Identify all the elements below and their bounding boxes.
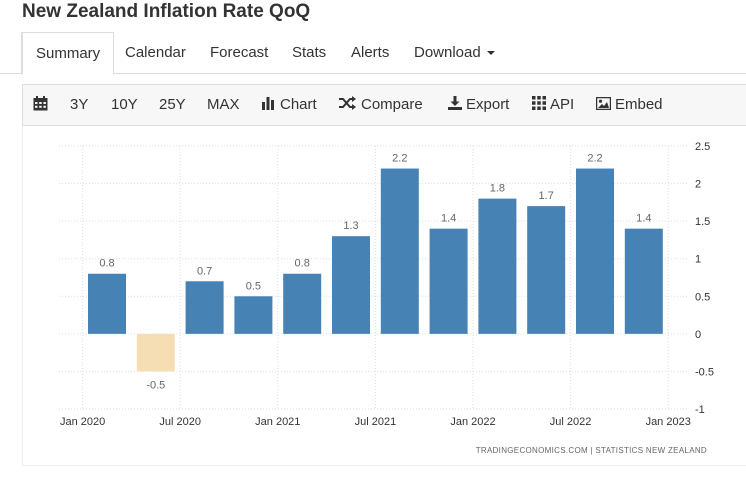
bar[interactable] bbox=[527, 206, 566, 334]
tab-alerts-label: Alerts bbox=[351, 44, 390, 61]
bar-value-label: 2.2 bbox=[392, 153, 407, 165]
bar[interactable] bbox=[332, 236, 370, 334]
tab-summary-label: Summary bbox=[36, 45, 101, 62]
export-label: Export bbox=[466, 96, 510, 113]
download-icon bbox=[448, 96, 462, 111]
api-button[interactable]: API bbox=[532, 85, 574, 125]
chart-toolbar: 3Y 10Y 25Y MAX Chart Compare Export API … bbox=[22, 84, 746, 126]
bar-chart: 0.8 -0.5 0.7 0.5 0.8 1.3 2.2 1.4 1.8 1.7 2.2 1.4 2.… bbox=[59, 141, 714, 455]
tab-bar: Summary Calendar Forecast Stats Alerts D… bbox=[0, 32, 746, 75]
calendar-button[interactable] bbox=[33, 85, 52, 125]
x-tick-label: Jul 2020 bbox=[159, 416, 201, 428]
chart-type-button[interactable]: Chart bbox=[262, 85, 317, 125]
calendar-icon bbox=[33, 95, 48, 111]
tab-download[interactable]: Download bbox=[401, 32, 508, 74]
x-tick-label: Jul 2022 bbox=[550, 416, 592, 428]
bar-value-label: 1.3 bbox=[343, 220, 358, 232]
tab-download-label: Download bbox=[414, 44, 481, 61]
image-icon bbox=[595, 96, 612, 110]
chart-container: 0.8 -0.5 0.7 0.5 0.8 1.3 2.2 1.4 1.8 1.7 2.2 1.4 2.… bbox=[22, 126, 746, 466]
y-tick-label: 1.5 bbox=[695, 216, 710, 228]
x-tick-label: Jan 2023 bbox=[646, 416, 691, 428]
y-tick-label: 2 bbox=[695, 179, 701, 191]
y-tick-label: 1 bbox=[695, 254, 701, 266]
x-tick-label: Jan 2020 bbox=[60, 416, 105, 428]
tab-forecast-label: Forecast bbox=[210, 44, 269, 61]
x-tick-label: Jan 2022 bbox=[450, 416, 495, 428]
bar-value-label: 0.7 bbox=[197, 265, 212, 277]
y-tick-label: 0.5 bbox=[695, 291, 710, 303]
tab-stats[interactable]: Stats bbox=[279, 32, 339, 74]
tab-stats-label: Stats bbox=[292, 44, 327, 61]
bar[interactable] bbox=[478, 198, 517, 334]
api-label: API bbox=[550, 96, 575, 113]
bar-value-label: 0.5 bbox=[246, 280, 261, 292]
embed-label: Embed bbox=[615, 96, 663, 113]
range-25y-button[interactable]: 25Y bbox=[159, 96, 186, 113]
range-10y-button[interactable]: 10Y bbox=[111, 96, 138, 113]
source-credit: TRADINGECONOMICS.COM | STATISTICS NEW ZE… bbox=[476, 446, 707, 455]
y-tick-label: -0.5 bbox=[695, 366, 714, 378]
bar[interactable] bbox=[283, 273, 322, 334]
grid-icon bbox=[532, 96, 546, 111]
export-button[interactable]: Export bbox=[448, 85, 509, 125]
bar-value-label: 1.8 bbox=[490, 183, 505, 195]
bar-value-label: 2.2 bbox=[587, 153, 602, 165]
y-tick-label: -1 bbox=[695, 404, 705, 416]
page-title: New Zealand Inflation Rate QoQ bbox=[22, 1, 311, 22]
compare-label: Compare bbox=[361, 96, 423, 113]
range-max-button[interactable]: MAX bbox=[207, 96, 240, 113]
bar[interactable] bbox=[88, 273, 126, 334]
caret-down-icon bbox=[486, 51, 495, 56]
bar[interactable] bbox=[429, 228, 468, 334]
bar[interactable] bbox=[380, 168, 419, 334]
bar-value-label: 0.8 bbox=[99, 258, 114, 270]
y-tick-label: 2.5 bbox=[695, 141, 710, 153]
chart-type-label: Chart bbox=[280, 96, 317, 113]
bar-chart-icon bbox=[262, 97, 274, 111]
tab-summary[interactable]: Summary bbox=[22, 32, 115, 75]
bar[interactable] bbox=[234, 296, 273, 334]
bar-value-label: -0.5 bbox=[146, 379, 165, 391]
x-tick-label: Jan 2021 bbox=[255, 416, 300, 428]
bar[interactable] bbox=[624, 228, 663, 334]
tab-calendar-label: Calendar bbox=[125, 44, 186, 61]
bar-value-label: 1.4 bbox=[441, 213, 456, 225]
bar[interactable] bbox=[576, 168, 614, 334]
y-tick-label: 0 bbox=[695, 329, 701, 341]
compare-button[interactable]: Compare bbox=[339, 85, 423, 125]
bar-value-label: 1.4 bbox=[636, 213, 651, 225]
x-tick-label: Jul 2021 bbox=[355, 416, 397, 428]
bar-value-label: 0.8 bbox=[295, 258, 310, 270]
tab-bar-edge bbox=[0, 32, 22, 74]
shuffle-icon bbox=[339, 96, 356, 111]
bar[interactable] bbox=[185, 281, 224, 334]
tab-alerts[interactable]: Alerts bbox=[338, 32, 402, 74]
bar[interactable] bbox=[136, 333, 175, 372]
range-3y-button[interactable]: 3Y bbox=[70, 96, 89, 113]
bar-value-label: 1.7 bbox=[539, 190, 554, 202]
tab-forecast[interactable]: Forecast bbox=[197, 32, 281, 74]
tab-calendar[interactable]: Calendar bbox=[112, 32, 199, 74]
embed-button[interactable]: Embed bbox=[595, 85, 663, 125]
